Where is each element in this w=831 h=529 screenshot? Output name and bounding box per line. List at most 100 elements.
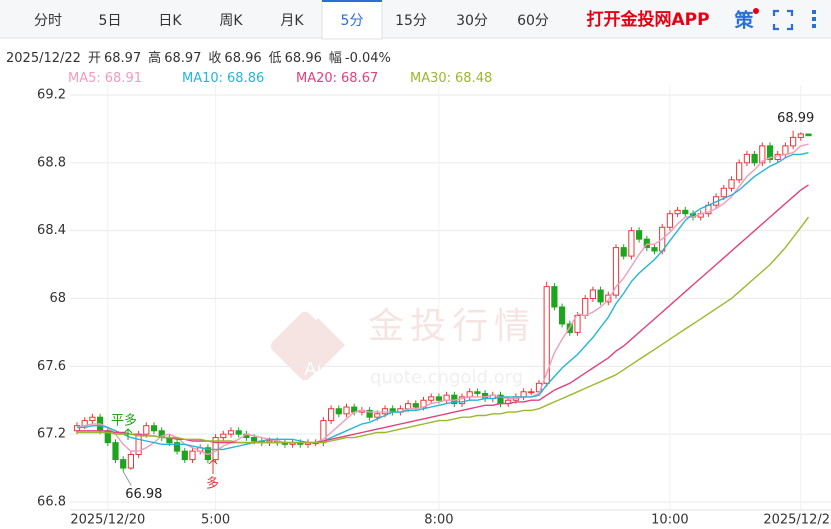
info-value: 68.97 — [164, 51, 201, 66]
candle-body — [220, 433, 227, 439]
x-tick-label: 2025/12/20 — [70, 513, 145, 528]
candle-body — [743, 153, 750, 164]
x-tick-label: 10:00 — [651, 513, 688, 528]
info-label: 幅 — [329, 51, 342, 66]
info-date: 2025/12/22 — [6, 51, 81, 66]
y-tick-label: 67.2 — [37, 427, 66, 442]
signal-arrow — [208, 459, 218, 474]
candle-body — [189, 450, 196, 461]
tab[interactable]: 周K — [219, 13, 243, 29]
tab[interactable]: 日K — [158, 13, 182, 29]
tab[interactable]: 15分 — [395, 13, 427, 29]
y-tick-label: 66.8 — [37, 495, 66, 510]
legend-name: MA5: — [68, 71, 101, 86]
min-label: 66.98 — [125, 487, 162, 502]
candle-body — [528, 391, 535, 394]
notice-dot — [753, 8, 759, 14]
candle-body — [428, 396, 435, 401]
max-label: 68.99 — [777, 111, 814, 126]
candle-body — [759, 145, 766, 164]
signal-long: 多 — [206, 476, 219, 492]
candle-body — [643, 238, 650, 249]
watermark-site: quote.cngold.org — [370, 367, 523, 388]
info-label: 收 — [208, 51, 221, 66]
legend-value: 68.48 — [455, 71, 492, 86]
x-tick-label: 5:00 — [201, 513, 230, 528]
info-value: 68.96 — [224, 51, 261, 66]
candle-body — [520, 391, 527, 398]
candle-body — [797, 133, 804, 138]
info-line: 2025/12/22 开 68.97 高 68.97 收 68.96 低 68.96 幅 -0.04… — [6, 50, 391, 66]
candle-body — [628, 230, 635, 257]
candle-body — [666, 213, 673, 228]
candle-body — [89, 416, 96, 422]
candle-body — [636, 230, 643, 240]
tab-bar: 分时 5日 日K 周K 月K 5分 15分 30分 60分 — [34, 0, 549, 40]
settings-button[interactable] — [812, 10, 816, 28]
watermark: Au 金投行情 quote.cngold.org — [270, 306, 536, 388]
app-link[interactable]: 打开金投网APP — [586, 9, 709, 30]
x-tick-label: 8:00 — [424, 513, 453, 528]
watermark-name: 金投行情 — [368, 306, 536, 347]
candle-body — [805, 133, 812, 137]
candle-body — [251, 437, 258, 442]
fullscreen-button[interactable] — [772, 9, 794, 31]
candle-body — [720, 187, 727, 198]
candle-body — [235, 430, 242, 435]
candle-body — [605, 294, 612, 303]
candle-body — [227, 430, 235, 435]
legend: MA5: 68.91 MA10: 68.86 MA20: 68.67 MA30: 68.48 — [68, 71, 492, 86]
tab[interactable]: 5日 — [99, 13, 122, 29]
legend-entry: MA20: 68.67 — [296, 71, 378, 86]
plot: 66.8 67.2 67.6 68 68.4 68.8 69.2 2025/12/20 5:00… — [37, 85, 831, 528]
candle-body — [574, 314, 581, 333]
ma-line — [76, 143, 809, 456]
signal-close-long: 平多 — [111, 413, 137, 429]
candle-body — [782, 145, 789, 155]
candle-body — [620, 247, 627, 257]
y-tick-label: 68 — [49, 291, 66, 306]
legend-value: 68.86 — [227, 71, 264, 86]
ma-line — [77, 216, 810, 444]
candle-body — [328, 408, 335, 422]
strategy-button[interactable]: 策 — [734, 9, 754, 32]
candle-body — [150, 425, 158, 432]
tab[interactable]: 5分 — [341, 13, 364, 29]
candle-body — [751, 153, 758, 164]
candle-body — [112, 442, 119, 461]
y-tick-label: 67.6 — [37, 359, 66, 374]
min-leader — [122, 471, 132, 486]
candle-body — [612, 247, 620, 296]
candle-body — [543, 286, 550, 384]
tab[interactable]: 月K — [280, 13, 304, 29]
candle-body — [582, 298, 589, 316]
active-tab-top — [322, 0, 382, 2]
candle-body — [651, 247, 658, 252]
candle-body — [551, 286, 558, 308]
candle-body — [127, 454, 135, 469]
legend-entry: MA30: 68.48 — [410, 71, 492, 86]
candle-body — [366, 409, 373, 418]
info-text: 2025/12/22 开 68.97 高 68.97 收 68.96 低 68.96 幅 -0.04… — [6, 50, 391, 66]
legend-name: MA30: — [410, 71, 451, 86]
tab[interactable]: 60分 — [517, 13, 549, 29]
y-tick-label: 68.8 — [37, 155, 66, 170]
tab[interactable]: 30分 — [456, 13, 488, 29]
candle-body — [181, 450, 188, 461]
y-tick-label: 68.4 — [37, 223, 66, 238]
candle-body — [466, 391, 473, 398]
candle-body — [766, 145, 774, 160]
legend-entry: MA5: 68.91 — [68, 71, 142, 86]
x-tick-label: 2025/12/22 — [763, 513, 831, 528]
candle-body — [559, 306, 566, 325]
legend-entry: MA10: 68.86 — [182, 71, 264, 86]
tab[interactable]: 分时 — [34, 13, 62, 29]
candle-body — [405, 403, 412, 410]
legend-name: MA20: — [296, 71, 337, 86]
candle-body — [474, 391, 481, 394]
watermark-logo: Au — [304, 359, 328, 380]
info-label: 低 — [269, 51, 282, 66]
info-value: 68.96 — [285, 51, 322, 66]
active-tab — [321, 0, 383, 40]
